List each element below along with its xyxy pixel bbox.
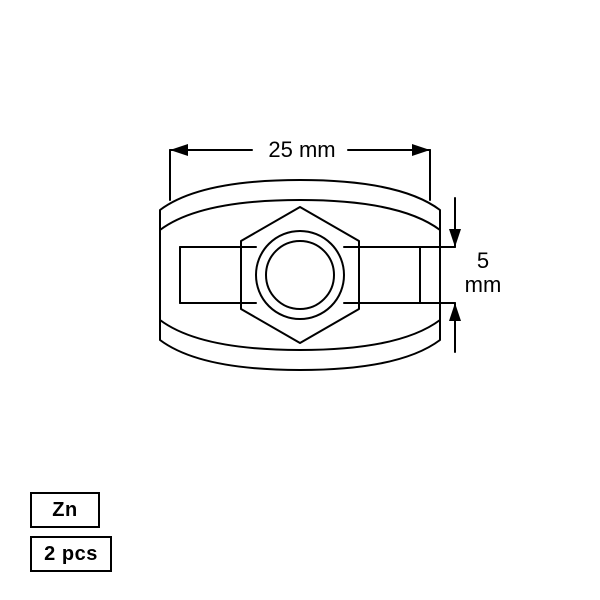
dimension-gap-unit: mm bbox=[460, 272, 506, 298]
dimension-width-label: 25 mm bbox=[257, 137, 347, 163]
dimension-gap-value: 5 bbox=[463, 248, 503, 274]
material-badge: Zn bbox=[30, 492, 100, 528]
diagram-canvas: 25 mm 5 mm Zn 2 pcs bbox=[0, 0, 600, 600]
quantity-badge: 2 pcs bbox=[30, 536, 112, 572]
